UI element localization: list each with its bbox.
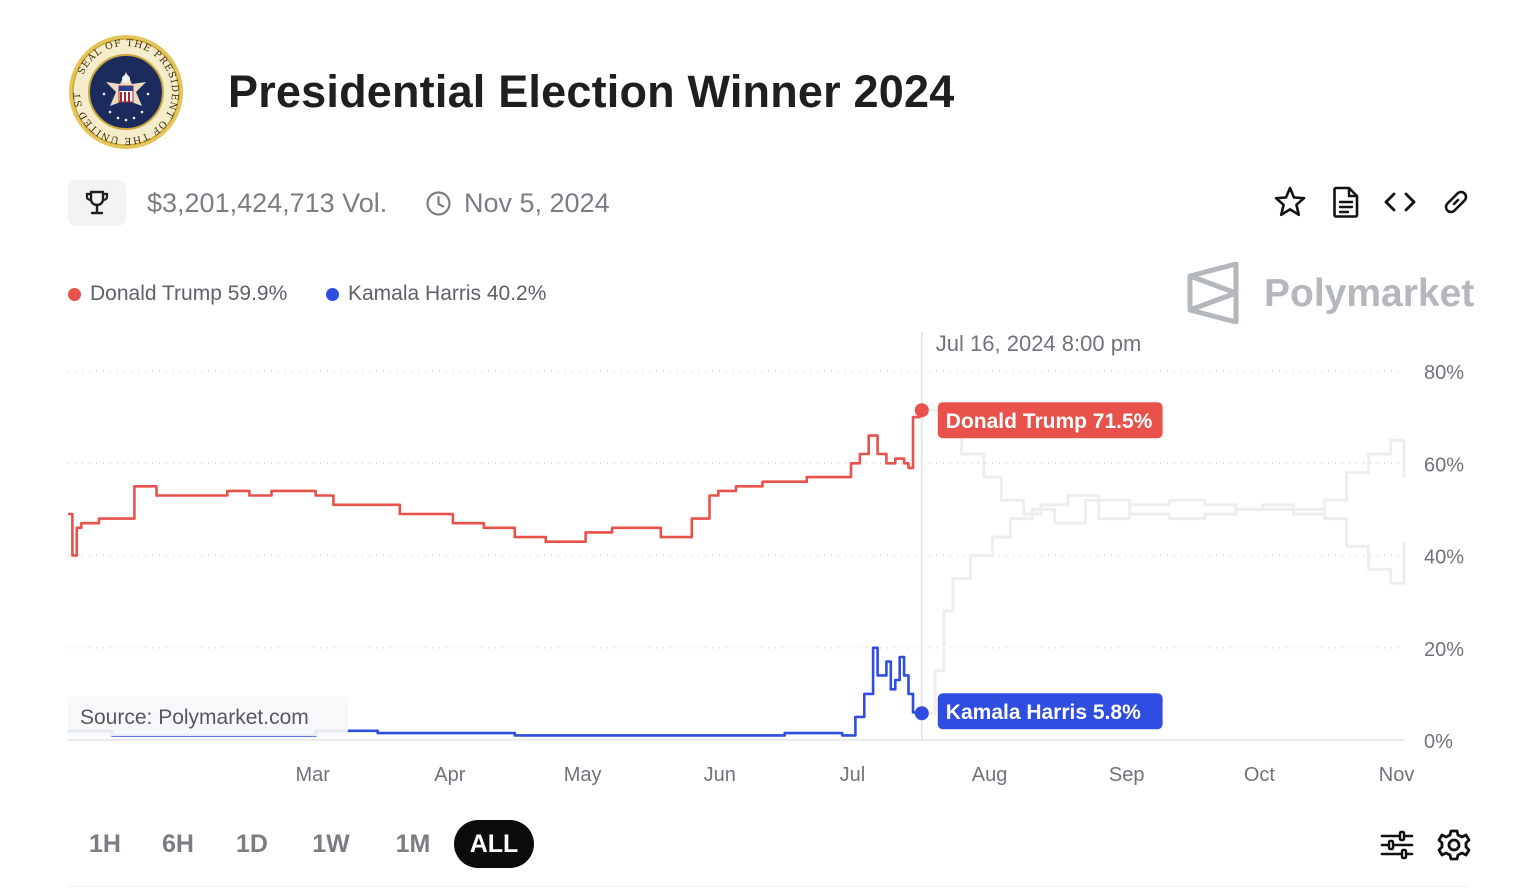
document-icon: [1333, 186, 1359, 218]
y-tick-label: 60%: [1424, 454, 1464, 476]
x-tick-label: Jul: [840, 764, 866, 786]
end-date-text: Nov 5, 2024: [464, 188, 610, 218]
y-tick-label: 0%: [1424, 731, 1453, 753]
hover-label-bg-trump: [937, 402, 1163, 439]
range-1w-button[interactable]: 1W: [312, 830, 350, 858]
rules-document-button[interactable]: [1328, 184, 1364, 220]
range-6h-button[interactable]: 6H: [162, 830, 194, 858]
y-tick-label: 40%: [1424, 547, 1464, 569]
source-label: Source: Polymarket.com: [80, 706, 309, 729]
volume-text: $3,201,424,713 Vol.: [147, 188, 388, 218]
series-line-trump: [68, 410, 924, 557]
clock-icon: [425, 190, 452, 217]
page-title: Presidential Election Winner 2024: [228, 66, 955, 117]
trophy-badge: [68, 180, 126, 226]
x-tick-label: Mar: [296, 764, 331, 786]
polymarket-watermark: Polymarket: [1264, 272, 1475, 315]
trophy-icon: [85, 190, 109, 215]
sliders-icon: [1380, 830, 1414, 860]
x-tick-label: Sep: [1109, 764, 1145, 786]
hover-dot-harris: [914, 706, 929, 721]
series-line-faded: [921, 498, 1406, 715]
hover-label-trump: Donald Trump 71.5%: [946, 410, 1153, 433]
code-icon: [1384, 192, 1416, 212]
x-tick-label: Jun: [704, 764, 736, 786]
range-1d-button[interactable]: 1D: [236, 830, 268, 858]
x-tick-label: Nov: [1379, 764, 1415, 786]
x-tick-label: Aug: [972, 764, 1008, 786]
legend-item-harris: Kamala Harris 40.2%: [326, 282, 546, 306]
polymarket-logo-icon: [1186, 261, 1242, 325]
series-line-harris: [68, 646, 924, 737]
legend-item-trump: Donald Trump 59.9%: [68, 282, 287, 306]
legend-dot-trump: [68, 287, 81, 301]
source-pill: [68, 696, 348, 736]
series-line-faded: [921, 408, 1406, 521]
hover-dot-trump: [914, 403, 929, 418]
link-icon: [1444, 190, 1468, 214]
y-tick-label: 80%: [1424, 362, 1464, 384]
settings-button[interactable]: [1436, 826, 1472, 864]
legend-label-trump: Donald Trump 59.9%: [90, 282, 288, 305]
hover-date-label: Jul 16, 2024 8:00 pm: [936, 331, 1141, 356]
x-tick-label: Oct: [1244, 764, 1276, 786]
legend-label-harris: Kamala Harris 40.2%: [348, 282, 547, 305]
presidential-seal-logo: SEAL OF THE PRESIDENT OF THE UNITED STAT…: [63, 26, 184, 150]
range-1h-button[interactable]: 1H: [89, 830, 121, 858]
copy-link-button[interactable]: [1438, 184, 1474, 220]
y-tick-label: 20%: [1424, 639, 1464, 661]
chart-settings-button[interactable]: [1378, 826, 1416, 864]
gear-icon: [1437, 829, 1471, 861]
favorite-button[interactable]: [1272, 184, 1308, 220]
price-history-chart[interactable]: 80% 60% 40% 20% 0% Mar Apr May Jun Jul Aug Sep Oct No…: [0, 320, 1528, 800]
x-tick-label: Apr: [434, 764, 465, 786]
star-icon: [1274, 186, 1306, 217]
hover-label-bg-harris: [937, 693, 1163, 730]
hover-label-harris: Kamala Harris 5.8%: [946, 701, 1141, 724]
range-1m-button[interactable]: 1M: [395, 830, 431, 858]
bottom-divider: [68, 886, 1468, 887]
x-tick-label: May: [564, 764, 602, 786]
range-all-button[interactable]: ALL: [454, 820, 534, 868]
legend-dot-harris: [326, 287, 339, 301]
embed-button[interactable]: [1382, 184, 1418, 220]
